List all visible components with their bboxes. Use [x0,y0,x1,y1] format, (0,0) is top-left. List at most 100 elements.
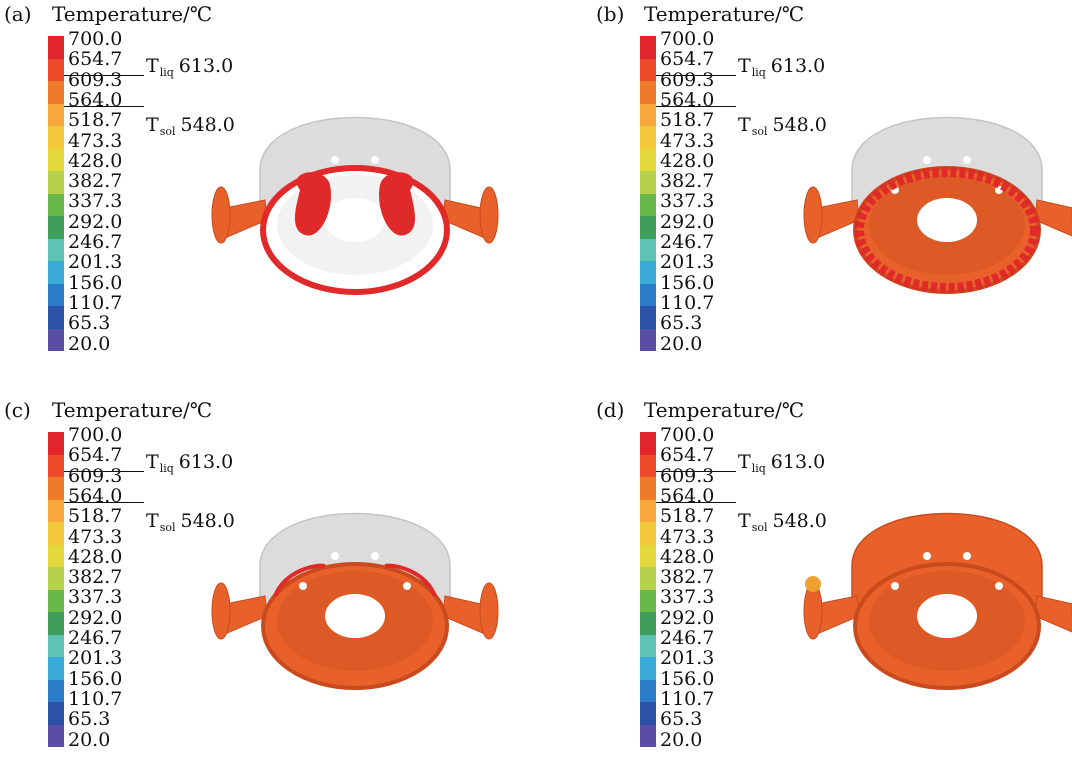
temperature-symbol: T [738,451,751,473]
temperature-value: 613.0 [770,55,826,77]
legend-tick-label: 246.7 [68,627,123,649]
colour-bar-segment [640,702,656,725]
panel-label: (d) [596,398,625,422]
colour-bar-segment [640,238,656,261]
legend-tick-label: 337.3 [660,586,715,609]
colour-bar-segment [640,724,656,747]
legend-tick-label: 564.0 [68,88,123,111]
legend-tick-label: 428.0 [68,545,123,568]
colour-bar [48,432,64,747]
legend-tick-label: 654.7 [68,444,123,467]
legend-tick-label: 292.0 [660,606,715,629]
legend-tick-label: 201.3 [660,647,715,670]
colour-bar-segment [640,58,656,81]
colour-bar-segment [48,261,64,284]
temperature-symbol: T [146,451,159,473]
legend-tick-label: 473.3 [660,129,715,152]
legend-tick-label: 337.3 [68,190,123,213]
legend-tick-label: 564.0 [660,484,715,507]
colour-bar-segment [640,454,656,477]
legend-tick-label: 654.7 [660,444,715,467]
temperature-subscript: sol [159,125,176,138]
colour-bar-segment [640,81,656,104]
legend-tick-label: 337.3 [68,586,123,609]
colour-bar-segment [640,634,656,657]
legend-tick-label: 201.3 [68,251,123,274]
colour-bar-segment [48,432,64,455]
colour-bar-segment [48,238,64,261]
t-sol-line [656,106,736,107]
legend-tick-label: 654.7 [660,48,715,71]
panel-label: (c) [4,398,31,422]
colour-bar-segment [48,171,64,194]
legend-tick-label: 65.3 [660,312,703,335]
legend-tick-label: 428.0 [660,545,715,568]
legend-tick-label: 473.3 [68,525,123,548]
colour-bar-segment [640,544,656,567]
legend-tick-label: 110.7 [660,291,715,314]
legend-tick-label: 110.7 [660,687,715,710]
colour-bar-segment [640,679,656,702]
panel-d: (d) Temperature/℃ 700.0 654.7 609.3 564.0 518.… [592,396,1072,774]
casting-render [803,116,1072,294]
legend-tick-label: 382.7 [660,170,715,193]
temperature-value: 613.0 [178,451,234,473]
colour-bar [640,36,656,351]
legend-tick-label: 700.0 [660,424,715,446]
colour-bar-segment [48,36,64,59]
t-sol-line [64,502,144,503]
colour-bar-segment [48,544,64,567]
t-liq-label: Tliq 613.0 [146,55,233,79]
colour-bar-segment [640,171,656,194]
colour-bar-segment [48,499,64,522]
legend-tick-label: 382.7 [68,566,123,589]
colour-bar-segment [48,477,64,500]
colour-bar-segment [640,589,656,612]
colour-bar [48,36,64,351]
legend-tick-label: 20.0 [660,332,703,355]
legend-tick-label: 246.7 [68,231,123,253]
legend-tick-label: 292.0 [660,210,715,233]
legend-tick-label: 700.0 [660,28,715,50]
t-sol-line [656,502,736,503]
legend-tick-label: 337.3 [660,190,715,213]
t-liq-line [64,75,144,76]
legend-tick-label: 246.7 [660,627,715,649]
t-sol-label: Tsol 548.0 [146,114,235,138]
colour-bar-segment [48,148,64,171]
colour-bar-segment [48,328,64,351]
legend-tick-label: 292.0 [68,606,123,629]
colour-bar-segment [48,724,64,747]
legend-tick-label: 65.3 [68,708,111,731]
colour-bar-segment [640,193,656,216]
temperature-subscript: sol [751,125,768,138]
temperature-subscript: liq [159,66,174,79]
legend-tick-label: 564.0 [660,88,715,111]
colour-bar-segment [640,522,656,545]
legend-tick-label: 382.7 [68,170,123,193]
legend-tick-label: 156.0 [660,271,715,294]
colour-bar-segment [48,81,64,104]
colour-bar-segment [640,36,656,59]
temperature-value: 548.0 [772,510,827,532]
legend-tick-label: 156.0 [68,667,123,690]
colour-bar-segment [640,126,656,149]
panel-b: (b) Temperature/℃ 700.0 654.7 609.3 564.0 518.… [592,0,1072,378]
panel-a: (a) Temperature/℃ 700.0 654.7 609.3 564.0 518.… [0,0,536,378]
legend-title: Temperature/℃ [644,2,805,26]
temperature-symbol: T [146,55,159,77]
colour-bar-segment [48,634,64,657]
legend-tick-label: 654.7 [68,48,123,71]
temperature-symbol: T [146,114,159,136]
colour-bar-segment [48,126,64,149]
temperature-subscript: liq [159,462,174,475]
legend-tick-label: 518.7 [68,109,123,132]
colour-bar-segment [640,148,656,171]
temperature-subscript: liq [751,66,766,79]
temperature-symbol: T [738,55,751,77]
legend-tick-label: 110.7 [68,291,123,314]
legend-tick-label: 473.3 [660,525,715,548]
temperature-value: 548.0 [180,510,235,532]
colour-bar-segment [640,657,656,680]
casting-render [211,512,499,690]
